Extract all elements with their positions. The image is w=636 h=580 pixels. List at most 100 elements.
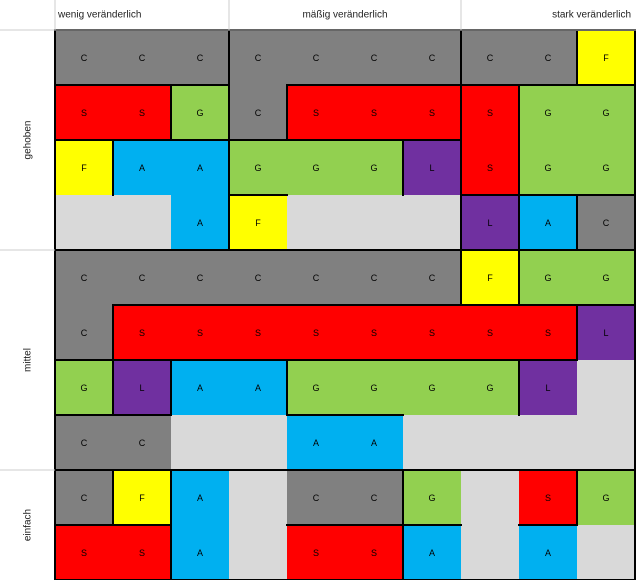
cell <box>577 30 635 85</box>
cell-label: C <box>313 493 320 503</box>
cell-label: S <box>371 548 377 558</box>
cell-label: C <box>429 273 436 283</box>
cell <box>171 85 229 140</box>
cell <box>171 250 229 305</box>
cell-label: S <box>545 493 551 503</box>
cell <box>55 470 113 525</box>
cell <box>229 305 287 360</box>
cell-label: C <box>81 438 88 448</box>
cell <box>461 85 519 140</box>
cell <box>55 140 113 195</box>
cell-label: A <box>429 548 435 558</box>
cell <box>461 360 519 415</box>
cell-label: S <box>429 328 435 338</box>
cell <box>113 415 171 470</box>
cell-label: G <box>370 163 377 173</box>
cell <box>345 525 403 580</box>
cell-label: S <box>487 108 493 118</box>
row-header: gehoben <box>23 121 34 160</box>
cell <box>287 250 345 305</box>
cell <box>171 360 229 415</box>
cell-label: G <box>312 163 319 173</box>
cell-label: G <box>602 108 609 118</box>
cell <box>113 250 171 305</box>
cell-label: S <box>371 108 377 118</box>
cell-label: C <box>255 273 262 283</box>
cell-label: S <box>429 108 435 118</box>
cell <box>229 85 287 140</box>
cell <box>55 30 113 85</box>
cell <box>519 305 577 360</box>
cell-label: C <box>197 53 204 63</box>
cell <box>519 30 577 85</box>
cell-label: S <box>313 548 319 558</box>
cell <box>577 470 635 525</box>
cell <box>55 250 113 305</box>
cell-label: F <box>81 163 87 173</box>
cell-label: A <box>197 218 203 228</box>
cell-label: C <box>255 108 262 118</box>
cell <box>345 195 403 250</box>
cell <box>113 30 171 85</box>
cell-label: A <box>197 493 203 503</box>
column-header: stark veränderlich <box>552 10 631 21</box>
cell-label: C <box>371 53 378 63</box>
cell-label: L <box>603 328 608 338</box>
cell <box>345 360 403 415</box>
cell-label: C <box>81 328 88 338</box>
cell <box>461 415 519 470</box>
cell <box>229 470 287 525</box>
cell <box>171 525 229 580</box>
cell-label: C <box>371 273 378 283</box>
cell-label: A <box>255 383 261 393</box>
cell-label: C <box>603 218 610 228</box>
cell <box>577 140 635 195</box>
cell <box>113 195 171 250</box>
cell-label: F <box>603 53 609 63</box>
cell-label: C <box>487 53 494 63</box>
cell-label: C <box>139 273 146 283</box>
cell <box>55 85 113 140</box>
cell-label: G <box>428 383 435 393</box>
cell <box>229 525 287 580</box>
cell <box>461 305 519 360</box>
cell <box>461 250 519 305</box>
cell <box>55 415 113 470</box>
row-header: mittel <box>23 348 34 372</box>
cell-label: F <box>487 273 493 283</box>
cell-label: A <box>197 383 203 393</box>
cell <box>403 470 461 525</box>
cell <box>577 85 635 140</box>
cell-label: A <box>545 218 551 228</box>
cell <box>403 525 461 580</box>
cell <box>113 360 171 415</box>
cell <box>113 525 171 580</box>
cell <box>577 525 635 580</box>
cell-label: G <box>602 493 609 503</box>
cell <box>55 525 113 580</box>
cell-label: G <box>428 493 435 503</box>
cell-label: L <box>487 218 492 228</box>
cell <box>345 415 403 470</box>
cell-label: S <box>545 328 551 338</box>
cell-label: S <box>255 328 261 338</box>
cell <box>55 360 113 415</box>
cell <box>287 30 345 85</box>
cell-label: C <box>429 53 436 63</box>
cell <box>171 415 229 470</box>
cell-label: A <box>197 163 203 173</box>
cell <box>345 250 403 305</box>
cell-label: C <box>313 53 320 63</box>
cell <box>461 140 519 195</box>
cell <box>229 195 287 250</box>
cell-label: C <box>139 438 146 448</box>
cell-label: G <box>602 273 609 283</box>
cell <box>403 415 461 470</box>
cell-label: S <box>139 108 145 118</box>
cell-label: S <box>313 108 319 118</box>
cell <box>55 195 113 250</box>
cell-label: G <box>80 383 87 393</box>
cell <box>577 360 635 415</box>
cell <box>519 525 577 580</box>
cell-label: S <box>487 163 493 173</box>
